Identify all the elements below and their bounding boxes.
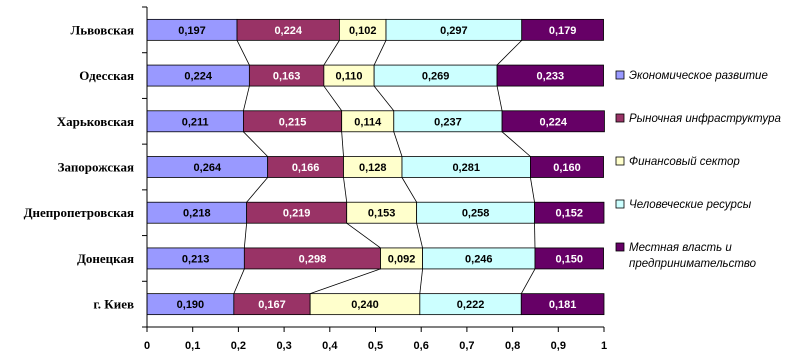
bar-segment <box>520 293 605 316</box>
legend-label: Рыночная инфраструктура <box>629 113 781 125</box>
x-tick-label: 0,9 <box>551 340 566 352</box>
legend-label: Финансовый сектор <box>629 156 740 168</box>
category-label: Харьковская <box>57 114 134 129</box>
category-label: Львовская <box>71 22 134 37</box>
data-label: 0,110 <box>336 71 363 83</box>
data-label: 0,297 <box>440 25 468 37</box>
series-line <box>393 131 403 157</box>
x-tick-label: 0,2 <box>231 340 246 352</box>
series-line <box>233 268 245 294</box>
bar-segment <box>501 110 605 133</box>
x-tick-label: 0,8 <box>505 340 520 352</box>
data-label: 0,163 <box>273 71 301 83</box>
data-label: 0,153 <box>368 208 396 220</box>
legend-swatch <box>615 70 625 80</box>
x-tick-label: 0,7 <box>459 340 474 352</box>
data-label: 0,281 <box>452 162 480 174</box>
category-label: Днепропетровская <box>24 205 134 220</box>
legend-swatch <box>615 113 625 123</box>
data-label: 0,224 <box>540 116 568 128</box>
series-line <box>341 131 344 157</box>
data-label: 0,258 <box>462 208 490 220</box>
legend-label: Человеческие ресурсы <box>629 199 752 211</box>
data-label: 0,240 <box>351 299 379 311</box>
series-line <box>236 40 250 66</box>
data-label: 0,218 <box>183 208 211 220</box>
data-label: 0,179 <box>549 25 577 37</box>
x-tick-label: 1 <box>601 340 607 352</box>
series-line <box>246 177 268 203</box>
data-label: 0,237 <box>434 116 462 128</box>
data-label: 0,114 <box>354 116 382 128</box>
series-line <box>243 223 248 248</box>
data-label: 0,190 <box>177 299 205 311</box>
series-line <box>346 222 381 249</box>
series-line <box>496 85 503 111</box>
x-tick-label: 0,3 <box>276 340 291 352</box>
series-line <box>343 177 348 203</box>
series-line <box>323 85 343 112</box>
x-tick-label: 0,5 <box>368 340 383 352</box>
series-line <box>243 131 268 157</box>
data-label: 0,197 <box>178 25 206 37</box>
legend-swatch <box>615 199 625 209</box>
data-label: 0,160 <box>553 162 581 174</box>
series-line <box>401 177 417 203</box>
axes: Львовская Одесская Харьковская Запорожская Д… <box>24 6 607 352</box>
data-label: 0,219 <box>283 208 311 220</box>
series-line <box>310 268 381 295</box>
category-label: Одесская <box>79 68 134 83</box>
legend-label: предпринимательство <box>629 258 757 270</box>
legend-swatch <box>615 242 625 252</box>
category-label: Донецкая <box>77 251 134 266</box>
series-line <box>520 268 536 294</box>
data-label: 0,222 <box>457 299 485 311</box>
x-tick-label: 0,4 <box>322 340 338 352</box>
data-label: 0,150 <box>556 253 584 265</box>
series-line <box>419 268 423 294</box>
x-tick-label: 0,1 <box>185 340 200 352</box>
data-label: 0,298 <box>299 253 327 265</box>
series-line <box>373 85 395 112</box>
x-tick-label: 0 <box>144 340 150 352</box>
series-line <box>323 40 340 66</box>
series-line <box>416 223 423 249</box>
x-tick-label: 0,6 <box>414 340 429 352</box>
data-label: 0,152 <box>556 208 584 220</box>
series-line <box>501 131 531 157</box>
category-label: Запорожская <box>58 160 134 175</box>
data-label: 0,224 <box>184 71 212 83</box>
bar-segment <box>534 247 604 270</box>
bars: 0,197 0,224 0,102 0,297 0,179 0,224 0,163 0,110… <box>146 18 605 316</box>
bar-segment <box>530 156 604 178</box>
series-line <box>243 85 250 111</box>
data-label: 0,269 <box>422 71 450 83</box>
data-label: 0,213 <box>182 253 210 265</box>
series-line <box>530 177 535 203</box>
series-lines <box>233 40 536 295</box>
bar-segment <box>521 18 604 41</box>
legend-label: Местная власть и <box>629 242 732 254</box>
data-label: 0,092 <box>388 253 416 265</box>
legend-swatch <box>615 156 625 166</box>
data-label: 0,102 <box>349 25 377 37</box>
data-label: 0,211 <box>182 116 209 128</box>
legend-label: Экономическое развитие <box>629 70 768 82</box>
data-label: 0,128 <box>359 162 387 174</box>
series-line <box>496 40 523 66</box>
legend: Экономическое развитие Рыночная инфрастру… <box>615 70 781 270</box>
data-label: 0,181 <box>549 299 577 311</box>
data-label: 0,264 <box>194 162 222 174</box>
bar-segment <box>496 64 604 87</box>
data-label: 0,167 <box>258 299 286 311</box>
bar-segment <box>534 201 605 224</box>
data-label: 0,224 <box>274 25 302 37</box>
category-label: г. Киев <box>93 297 134 312</box>
series-line <box>373 40 387 66</box>
data-label: 0,215 <box>279 116 307 128</box>
data-label: 0,233 <box>537 71 565 83</box>
data-label: 0,166 <box>292 162 320 174</box>
data-label: 0,246 <box>465 253 493 265</box>
